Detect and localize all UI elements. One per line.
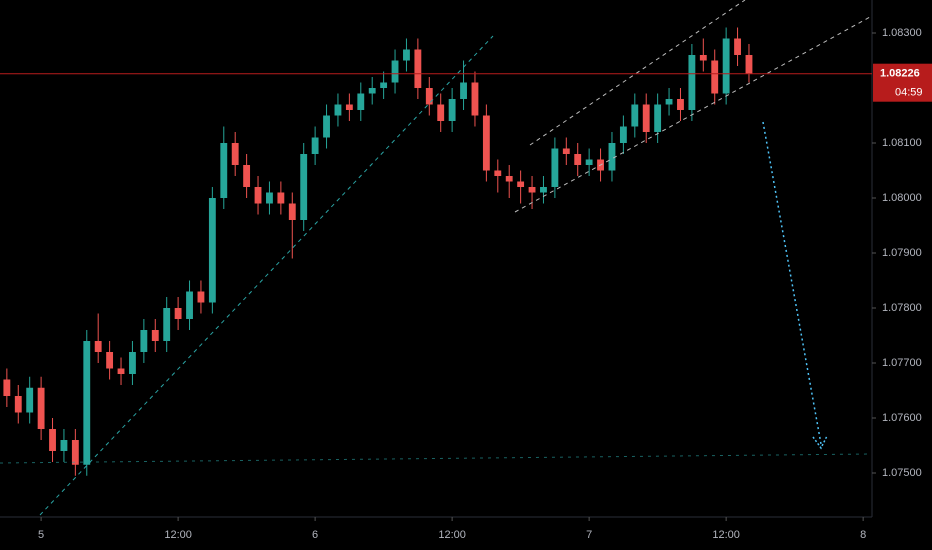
candle-body <box>517 181 525 187</box>
candle-body <box>71 440 79 465</box>
candle-body <box>197 291 205 303</box>
candle-body <box>117 368 125 374</box>
candle-body <box>391 60 399 83</box>
y-tick-label: 1.07800 <box>882 302 922 314</box>
candle-body <box>277 192 285 204</box>
candle-body <box>345 104 353 110</box>
candle-body <box>49 429 56 451</box>
x-tick-label: 12:00 <box>164 529 192 541</box>
candle-body <box>231 143 239 165</box>
x-tick-label: 12:00 <box>438 529 466 541</box>
candle-body <box>540 187 547 193</box>
channel-upper <box>529 0 746 146</box>
support-line <box>0 453 871 464</box>
y-tick-label: 1.08300 <box>882 27 922 39</box>
candle-body <box>608 143 616 171</box>
candle-body <box>37 387 45 429</box>
candle-body <box>654 104 662 132</box>
candle-body <box>677 99 684 110</box>
candle-body <box>528 187 536 193</box>
candle-body <box>437 104 445 121</box>
plot <box>3 27 753 476</box>
y-tick-label: 1.07500 <box>882 467 922 479</box>
candle-body <box>254 187 262 204</box>
candle-body <box>745 55 753 74</box>
candle-body <box>562 148 570 154</box>
countdown: 04:59 <box>895 87 923 99</box>
candle-body <box>94 341 102 352</box>
candle-body <box>425 88 433 105</box>
candle-body <box>151 330 159 341</box>
candle-body <box>186 291 193 319</box>
candle-body <box>14 396 22 413</box>
channel-lower <box>514 16 871 213</box>
candle-body <box>403 49 410 61</box>
y-tick-label: 1.08000 <box>882 192 922 204</box>
candle-body <box>380 82 388 88</box>
candle-body <box>334 104 342 116</box>
candle-body <box>26 387 34 413</box>
candle-body <box>357 93 365 110</box>
candle-body <box>631 104 639 127</box>
candle-body <box>300 154 308 220</box>
candle-body <box>482 115 490 171</box>
x-tick-label: 6 <box>312 529 318 541</box>
y-tick-label: 1.08100 <box>882 137 922 149</box>
candle-body <box>505 176 513 182</box>
candle-body <box>220 143 228 198</box>
x-tick-label: 8 <box>860 529 866 541</box>
candle-body <box>734 38 741 55</box>
x-tick-label: 7 <box>586 529 592 541</box>
candle-body <box>460 82 467 99</box>
candle-body <box>288 203 296 220</box>
candle-body <box>574 154 582 165</box>
x-tick-label: 5 <box>38 529 44 541</box>
candle-body <box>163 308 171 341</box>
candle-body <box>414 49 422 88</box>
candle-body <box>83 341 91 465</box>
x-tick-label: 12:00 <box>712 529 740 541</box>
y-tick-label: 1.07700 <box>882 357 922 369</box>
candle-body <box>368 88 376 94</box>
candle-body <box>243 165 251 187</box>
candle-body <box>323 115 330 138</box>
last-price-label: 1.08226 <box>880 68 920 80</box>
candle-body <box>311 137 319 154</box>
last-price-box <box>873 63 932 102</box>
y-tick-label: 1.07600 <box>882 412 922 424</box>
candle-body <box>60 440 68 451</box>
candle-body <box>494 170 502 176</box>
candle-body <box>551 148 559 187</box>
candle-body <box>642 104 650 132</box>
candle-body <box>129 352 136 374</box>
candle-body <box>3 379 11 396</box>
candle-body <box>106 352 114 369</box>
candle-body <box>448 99 456 121</box>
candle-body <box>174 308 182 319</box>
candle-body <box>140 330 148 352</box>
candle-body <box>266 192 273 204</box>
y-tick-label: 1.07900 <box>882 247 922 259</box>
candle-body <box>208 198 216 303</box>
candle-body <box>619 126 627 143</box>
candle-body <box>471 82 479 116</box>
candle-body <box>585 159 593 165</box>
candle-body <box>699 55 707 61</box>
arrow-head <box>812 435 828 450</box>
candle-body <box>722 38 730 94</box>
candle-body <box>688 55 696 110</box>
candle-body <box>665 99 673 105</box>
candle-body <box>711 60 719 94</box>
trend-line <box>39 35 494 516</box>
